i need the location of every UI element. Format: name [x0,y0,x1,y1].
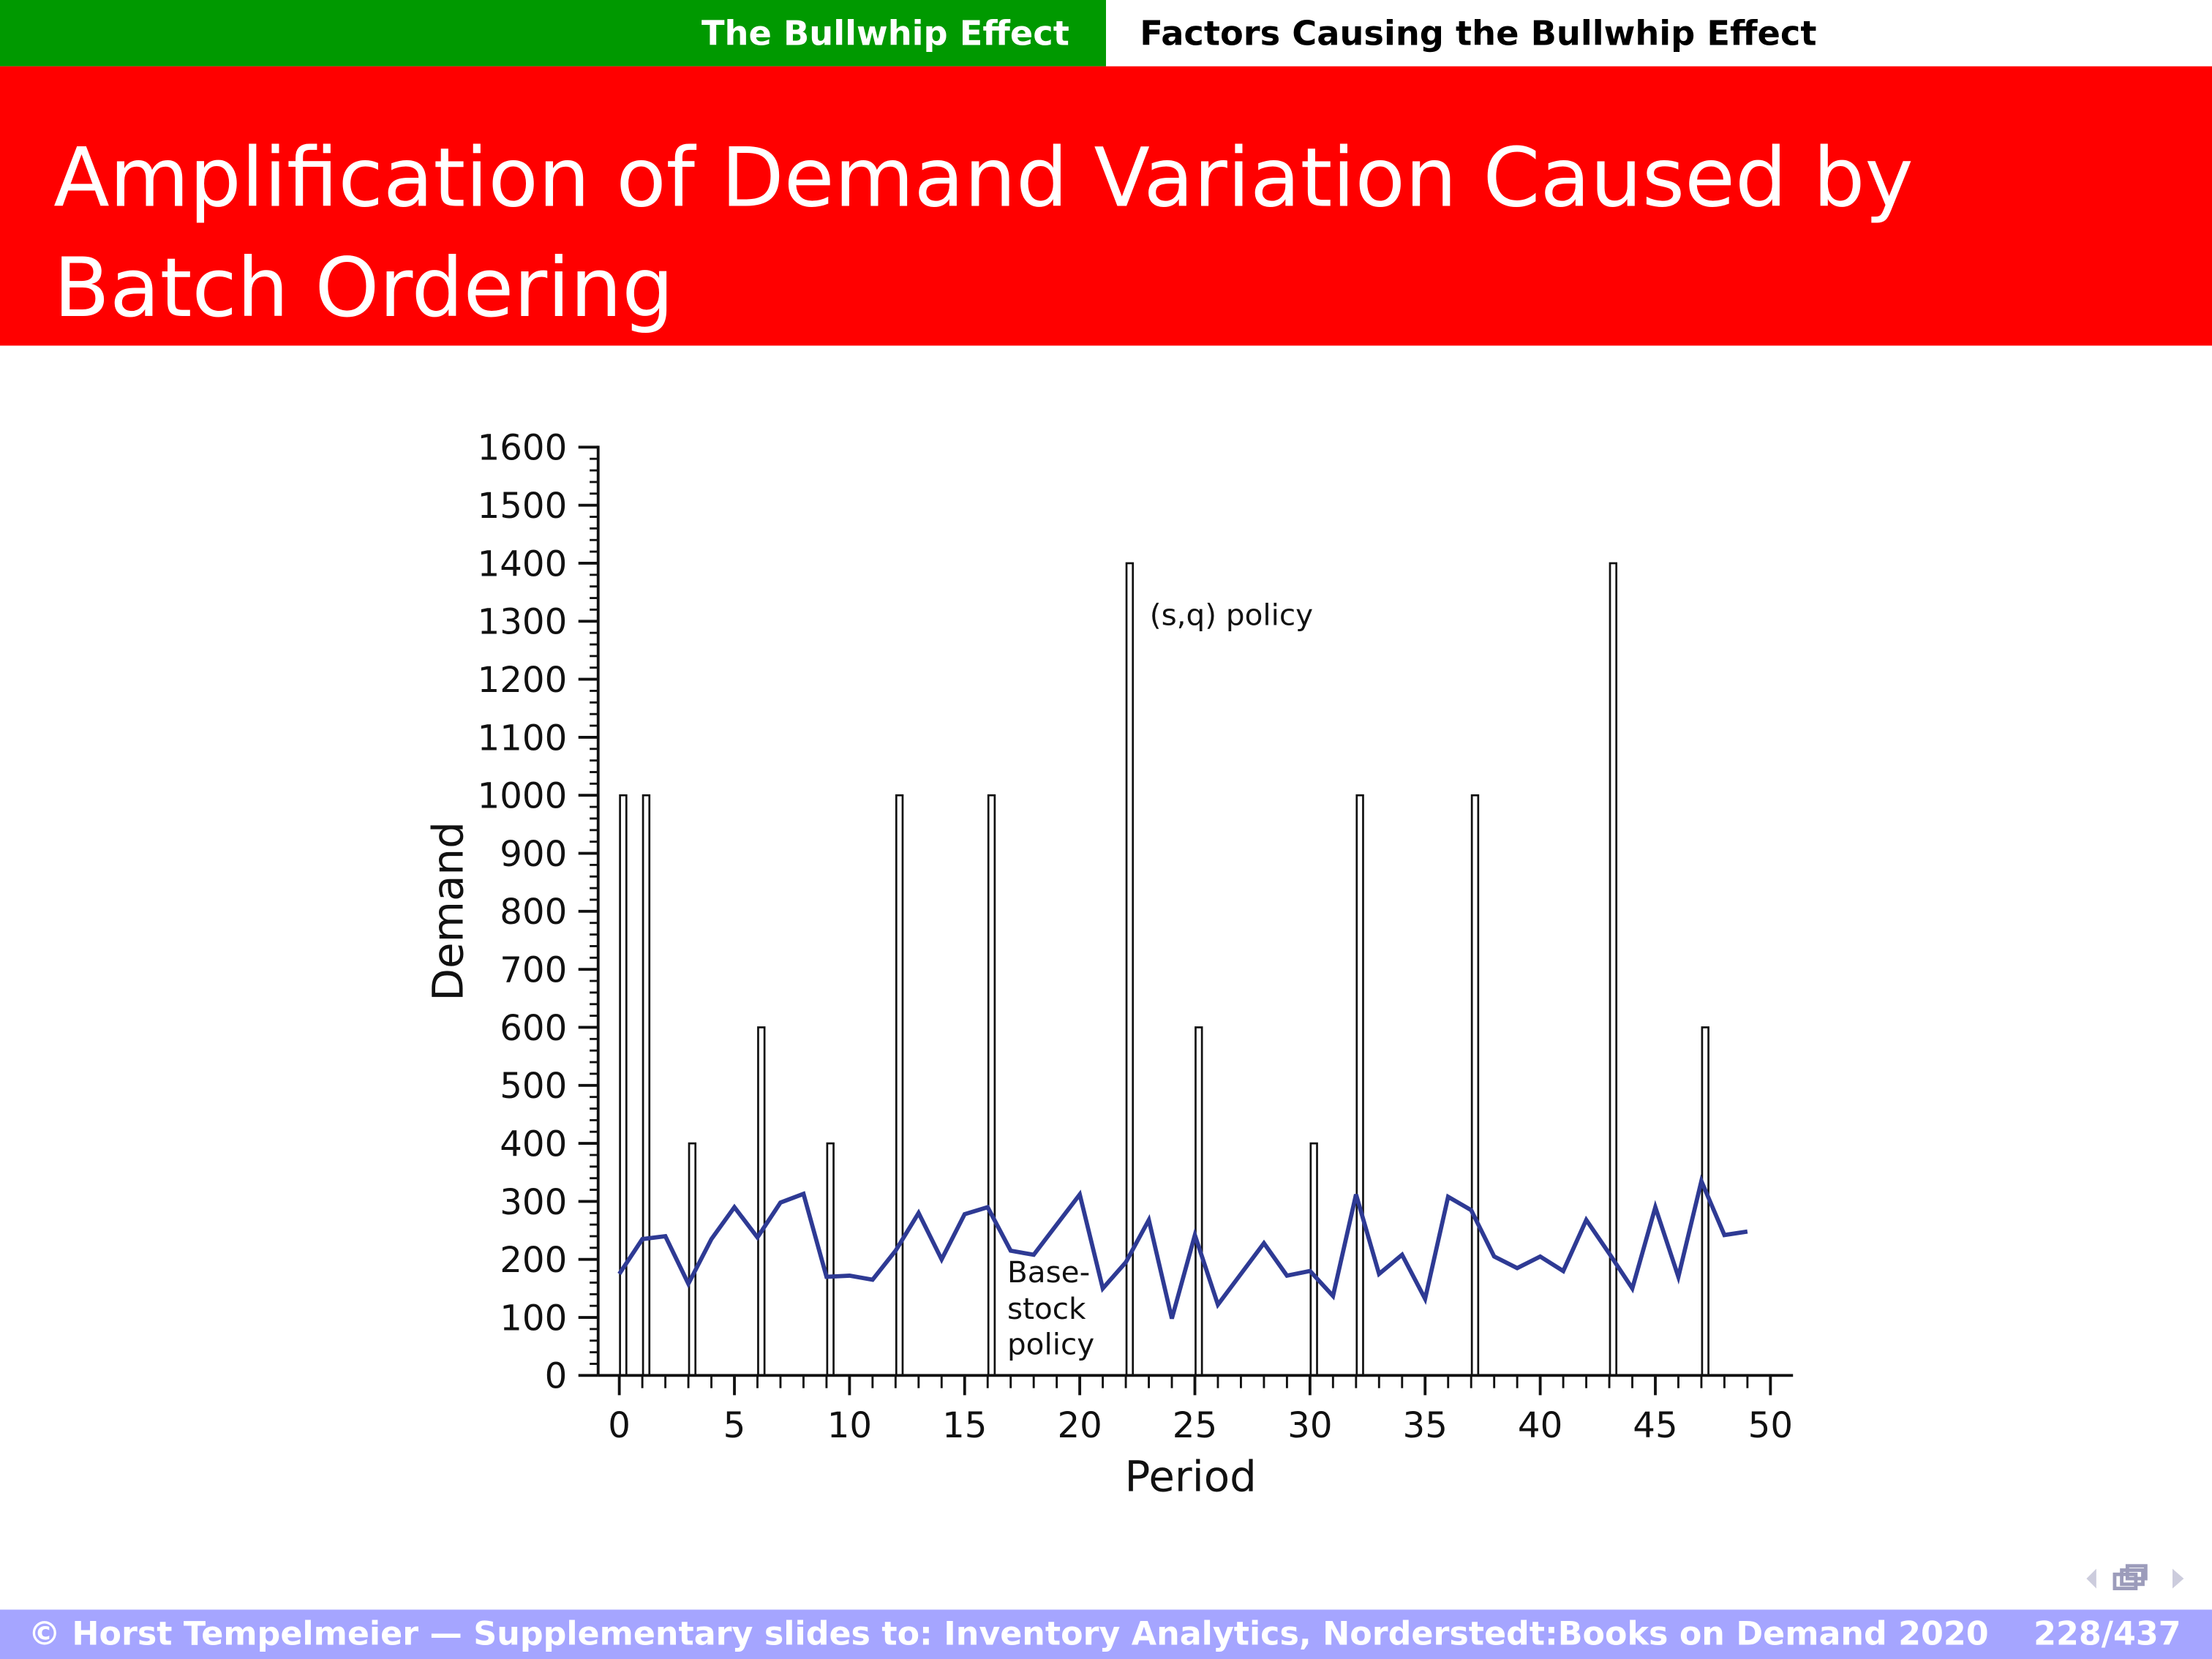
next-arrow-icon[interactable] [2172,1568,2184,1589]
x-axis-label: Period [1125,1451,1257,1501]
x-tick-label: 25 [1173,1405,1217,1446]
frames-icon[interactable] [2113,1564,2148,1590]
subsection-tab[interactable]: Factors Causing the Bullwhip Effect [1140,13,1817,53]
x-tick-label: 10 [827,1405,872,1446]
sq-policy-bar [757,1026,766,1377]
y-tick-label: 0 [545,1356,568,1397]
sq-policy-bar [1309,1142,1318,1377]
y-tick-label: 200 [500,1240,567,1281]
sq-policy-bar [826,1142,835,1377]
line-annotation-1: Base- [1007,1254,1090,1290]
y-tick-label: 1300 [478,602,568,643]
x-tick-label: 0 [608,1405,631,1446]
sq-policy-bar [1701,1026,1709,1377]
footer-bar: © Horst Tempelmeier — Supplementary slid… [0,1609,2212,1659]
x-tick-label: 15 [942,1405,987,1446]
y-axis-label: Demand [424,821,473,1001]
line-annotation-3: policy [1007,1326,1094,1361]
y-tick-label: 700 [500,950,567,991]
sq-policy-bar [688,1142,697,1377]
x-tick-label: 35 [1403,1405,1448,1446]
x-tick-label: 30 [1287,1405,1332,1446]
sq-policy-bar [987,794,996,1377]
y-tick-label: 400 [500,1124,567,1165]
y-tick-label: 1500 [478,486,568,527]
y-tick-label: 1000 [478,776,568,817]
base-stock-line [617,1174,1748,1320]
line-annotation-2: stock [1007,1291,1086,1326]
x-tick-label: 5 [723,1405,746,1446]
x-tick-label: 20 [1057,1405,1102,1446]
y-tick-label: 600 [500,1008,567,1049]
x-tick-label: 40 [1518,1405,1562,1446]
x-tick-label: 45 [1633,1405,1677,1446]
y-tick-label: 300 [500,1182,567,1223]
y-tick-label: 1400 [478,543,568,584]
y-tick-label: 100 [500,1298,567,1339]
slide-title: Amplification of Demand Variation Caused… [0,66,2212,346]
y-tick-label: 1100 [478,718,568,759]
sq-policy-bar [642,794,651,1377]
sq-policy-bar [1195,1026,1203,1377]
y-tick-label: 1600 [478,428,568,469]
sq-policy-bar [619,794,628,1377]
header-bar: The Bullwhip Effect Factors Causing the … [0,0,2212,67]
page-number: 228/437 [2034,1616,2181,1653]
y-tick-label: 1200 [478,660,568,701]
sq-policy-bar [1355,794,1364,1377]
prev-arrow-icon[interactable] [2086,1568,2096,1589]
sq-policy-bar [1470,794,1480,1377]
slide-navigation[interactable] [2083,1563,2195,1594]
x-tick-label: 50 [1748,1405,1793,1446]
section-tab[interactable]: The Bullwhip Effect [0,0,1106,67]
y-tick-label: 900 [500,834,567,875]
y-tick-label: 800 [500,892,567,933]
bar-annotation: (s,q) policy [1150,597,1313,632]
footer-credit: © Horst Tempelmeier — Supplementary slid… [28,1616,1989,1653]
y-tick-label: 500 [500,1066,567,1107]
sq-policy-bar [895,794,904,1377]
